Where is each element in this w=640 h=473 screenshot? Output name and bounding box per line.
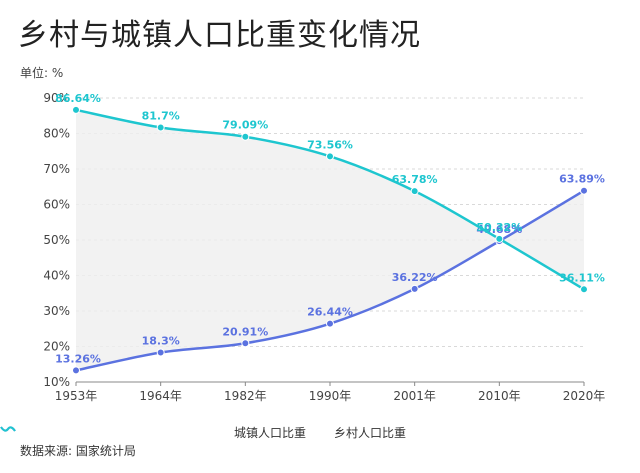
y-tick-label: 30% bbox=[43, 304, 70, 318]
data-label: 36.22% bbox=[392, 271, 438, 284]
data-label: 81.7% bbox=[142, 109, 180, 122]
y-tick-label: 50% bbox=[43, 233, 70, 247]
x-tick-label: 1964年 bbox=[139, 389, 182, 403]
data-point bbox=[580, 285, 588, 294]
data-label: 50.32% bbox=[476, 221, 522, 234]
legend-label-urban: 城镇人口比重 bbox=[233, 426, 306, 440]
x-tick-label: 1990年 bbox=[309, 389, 352, 403]
data-point bbox=[326, 152, 334, 161]
x-tick-label: 1953年 bbox=[55, 389, 98, 403]
data-label: 18.3% bbox=[142, 335, 180, 348]
page-title: 乡村与城镇人口比重变化情况 bbox=[18, 18, 421, 53]
legend-item-rural[interactable]: 乡村人口比重 bbox=[0, 424, 407, 441]
y-tick-label: 40% bbox=[43, 269, 70, 283]
data-label: 63.78% bbox=[392, 173, 438, 186]
data-label: 36.11% bbox=[559, 271, 605, 284]
data-label: 26.44% bbox=[307, 306, 353, 319]
data-label: 20.91% bbox=[222, 325, 268, 338]
unit-label: 单位: % bbox=[20, 66, 64, 80]
data-point bbox=[410, 187, 419, 196]
x-tick-label: 2020年 bbox=[563, 389, 606, 403]
rural-line-icon bbox=[0, 426, 16, 432]
x-tick-label: 2010年 bbox=[478, 389, 521, 403]
x-tick-label: 2001年 bbox=[393, 389, 436, 403]
data-point bbox=[72, 366, 80, 375]
y-tick-label: 20% bbox=[43, 340, 70, 354]
data-point bbox=[156, 123, 165, 132]
data-point bbox=[241, 339, 250, 348]
data-point bbox=[495, 234, 504, 243]
data-label: 63.89% bbox=[559, 173, 605, 186]
y-tick-label: 60% bbox=[43, 198, 70, 212]
data-point bbox=[241, 132, 250, 141]
data-point bbox=[410, 284, 419, 293]
legend: 城镇人口比重 乡村人口比重 bbox=[0, 424, 640, 441]
data-label: 79.09% bbox=[222, 119, 268, 132]
y-tick-label: 70% bbox=[43, 162, 70, 176]
source-note: 数据来源: 国家统计局 bbox=[20, 444, 136, 458]
x-tick-label: 1982年 bbox=[224, 389, 267, 403]
legend-label-rural: 乡村人口比重 bbox=[334, 426, 407, 440]
data-label: 13.26% bbox=[55, 352, 101, 365]
data-label: 86.64% bbox=[55, 92, 101, 105]
legend-item-urban[interactable]: 城镇人口比重 bbox=[0, 424, 306, 441]
y-tick-label: 80% bbox=[43, 127, 70, 141]
y-tick-label: 90% bbox=[43, 91, 70, 105]
data-point bbox=[580, 186, 588, 195]
data-point bbox=[156, 348, 165, 357]
data-label: 73.56% bbox=[307, 138, 353, 151]
data-point bbox=[326, 319, 334, 328]
band-area bbox=[76, 109, 584, 371]
y-tick-label: 10% bbox=[43, 375, 70, 389]
data-point bbox=[72, 105, 80, 114]
